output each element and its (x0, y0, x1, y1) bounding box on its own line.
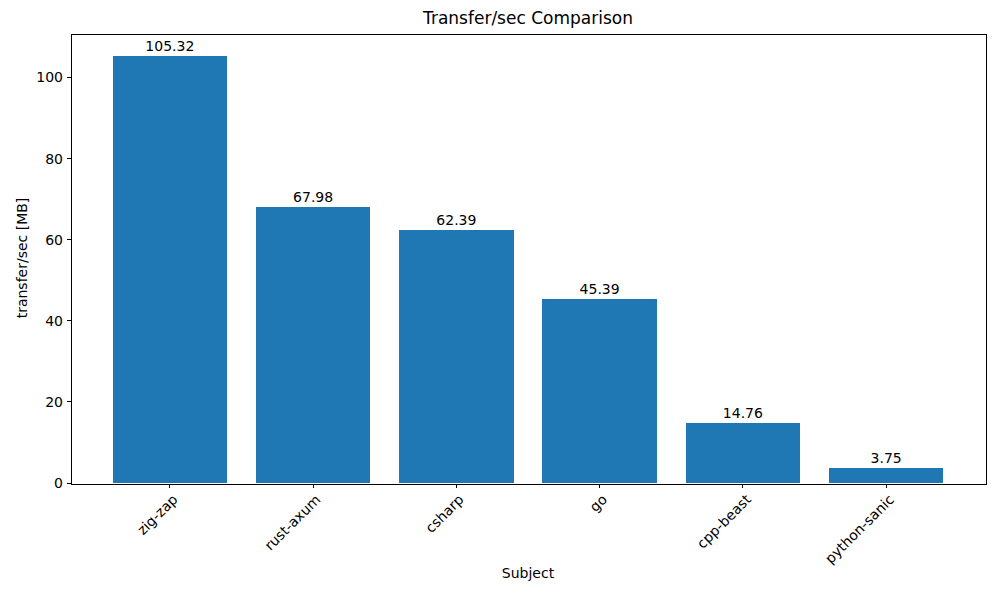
y-tick-mark (67, 239, 71, 240)
bar-value-label: 45.39 (580, 282, 620, 296)
x-tick-mark (742, 484, 743, 488)
y-tick-label: 0 (23, 476, 63, 490)
y-tick-mark (67, 158, 71, 159)
bar-value-label: 67.98 (293, 190, 333, 204)
x-tick-label: rust-axum (262, 492, 323, 553)
bar-value-label: 14.76 (723, 406, 763, 420)
y-tick-mark (67, 483, 71, 484)
x-axis-label: Subject (502, 565, 554, 582)
y-tick-label: 60 (23, 233, 63, 247)
x-tick-label: go (587, 492, 609, 514)
y-tick-mark (67, 77, 71, 78)
x-tick-label: cpp-beast (694, 492, 753, 551)
x-tick-mark (599, 484, 600, 488)
y-tick-mark (67, 401, 71, 402)
bar-rust-axum (256, 207, 371, 483)
y-axis-label: transfer/sec [MB] (14, 198, 31, 319)
x-tick-label: python-sanic (822, 492, 896, 566)
y-tick-label: 100 (23, 70, 63, 84)
x-tick-label: zig-zap (135, 492, 180, 537)
x-tick-mark (313, 484, 314, 488)
bar-value-label: 3.75 (871, 451, 902, 465)
chart-title: Transfer/sec Comparison (423, 8, 633, 28)
bar-go (542, 299, 657, 483)
bar-python-sanic (829, 468, 944, 483)
y-tick-label: 20 (23, 395, 63, 409)
bar-value-label: 62.39 (436, 213, 476, 227)
y-tick-label: 80 (23, 152, 63, 166)
bar-value-label: 105.32 (145, 39, 194, 53)
x-tick-mark (456, 484, 457, 488)
bar-csharp (399, 230, 514, 483)
y-tick-mark (67, 320, 71, 321)
figure: Transfer/sec Comparison transfer/sec [MB… (0, 0, 1000, 600)
y-tick-label: 40 (23, 314, 63, 328)
bar-cpp-beast (686, 423, 801, 483)
x-tick-label: csharp (423, 492, 466, 535)
x-tick-mark (886, 484, 887, 488)
bar-zig-zap (113, 56, 228, 483)
x-tick-mark (169, 484, 170, 488)
